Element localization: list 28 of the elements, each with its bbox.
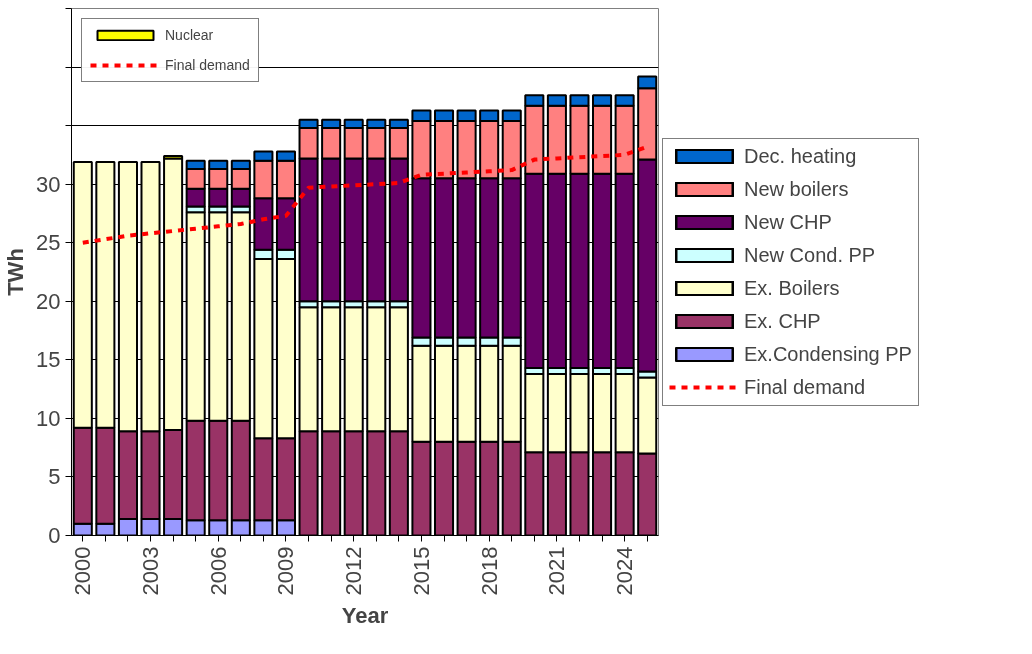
x-tick-label: 2006: [205, 546, 231, 596]
x-axis-title: Year: [341, 603, 389, 629]
x-tick-label: 2000: [70, 546, 96, 596]
legend-label: Nuclear: [165, 27, 215, 43]
legend-label: Ex. CHP: [744, 309, 821, 333]
legend-label: Dec. heating: [744, 144, 857, 168]
y-tick-label: 10: [36, 405, 61, 431]
legend-label: Final demand: [165, 57, 250, 73]
y-axis-title: TWh: [3, 248, 29, 296]
y-tick-label: 5: [48, 464, 61, 490]
y-tick-label: 0: [48, 523, 61, 548]
x-tick-label: 2018: [476, 546, 502, 596]
legend-label: New boilers: [744, 177, 849, 201]
legend-label: Ex. Boilers: [744, 276, 840, 300]
y-tick-label: 25: [36, 230, 61, 256]
text: Final demand: [744, 375, 866, 398]
y-tick-label: 20: [36, 288, 61, 314]
x-tick-label: 2012: [341, 546, 367, 596]
x-tick-label: 2024: [612, 546, 638, 596]
x-tick-label: 2009: [273, 546, 299, 596]
x-tick-label: 2003: [138, 546, 164, 596]
legend-label: New CHP: [744, 210, 832, 234]
y-tick-label: 15: [36, 347, 61, 373]
legend-label: Ex.Condensing PP: [744, 342, 912, 366]
legend-label: New Cond. PP: [744, 243, 876, 267]
x-tick-label: 2021: [544, 546, 570, 596]
x-tick-label: 2015: [408, 546, 434, 596]
y-tick-label: 30: [36, 171, 61, 197]
